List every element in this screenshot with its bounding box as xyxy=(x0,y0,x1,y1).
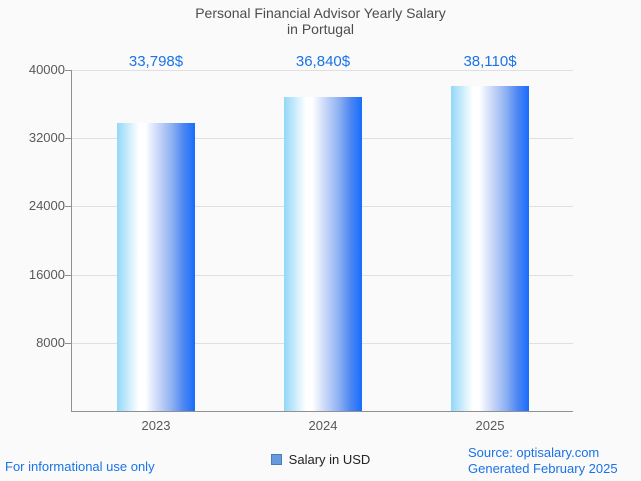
y-axis-tick-16000 xyxy=(65,275,72,276)
y-axis-tick-24000 xyxy=(65,206,72,207)
x-axis-label-2024: 2024 xyxy=(308,418,338,433)
generated-date: Generated February 2025 xyxy=(468,461,618,476)
y-axis-label-32000: 32000 xyxy=(28,130,65,145)
bar-2024 xyxy=(284,97,362,411)
value-label-2025: 38,110$ xyxy=(463,53,517,70)
x-axis-label-2025: 2025 xyxy=(475,418,505,433)
gridline-40000 xyxy=(72,70,573,71)
bar-2025 xyxy=(451,86,529,411)
y-axis-label-8000: 8000 xyxy=(36,335,65,350)
value-label-2024: 36,840$ xyxy=(295,53,351,70)
legend: Salary in USD xyxy=(0,452,641,467)
x-axis-label-2023: 2023 xyxy=(141,418,171,433)
source-info: Source: optisalary.com Generated Februar… xyxy=(468,445,618,477)
y-axis-tick-8000 xyxy=(65,343,72,344)
bar-2023 xyxy=(117,123,195,411)
chart-title-line1: Personal Financial Advisor Yearly Salary xyxy=(195,5,446,21)
chart-title-line2: in Portugal xyxy=(287,21,354,37)
value-label-2023: 33,798$ xyxy=(128,53,184,70)
legend-label: Salary in USD xyxy=(288,452,371,467)
disclaimer-text: For informational use only xyxy=(5,459,155,474)
plot-area: 8000 16000 24000 32000 40000 33,798$ 2023 36,84… xyxy=(29,53,573,433)
y-axis-label-24000: 24000 xyxy=(28,198,65,213)
y-axis-tick-32000 xyxy=(65,138,72,139)
y-axis-label-40000: 40000 xyxy=(28,62,65,77)
y-axis-label-16000: 16000 xyxy=(28,267,65,282)
source-link[interactable]: Source: optisalary.com xyxy=(468,445,600,460)
y-axis-tick-40000 xyxy=(65,70,72,71)
chart-title: Personal Financial Advisor Yearly Salary… xyxy=(0,5,641,37)
legend-swatch xyxy=(270,454,282,465)
